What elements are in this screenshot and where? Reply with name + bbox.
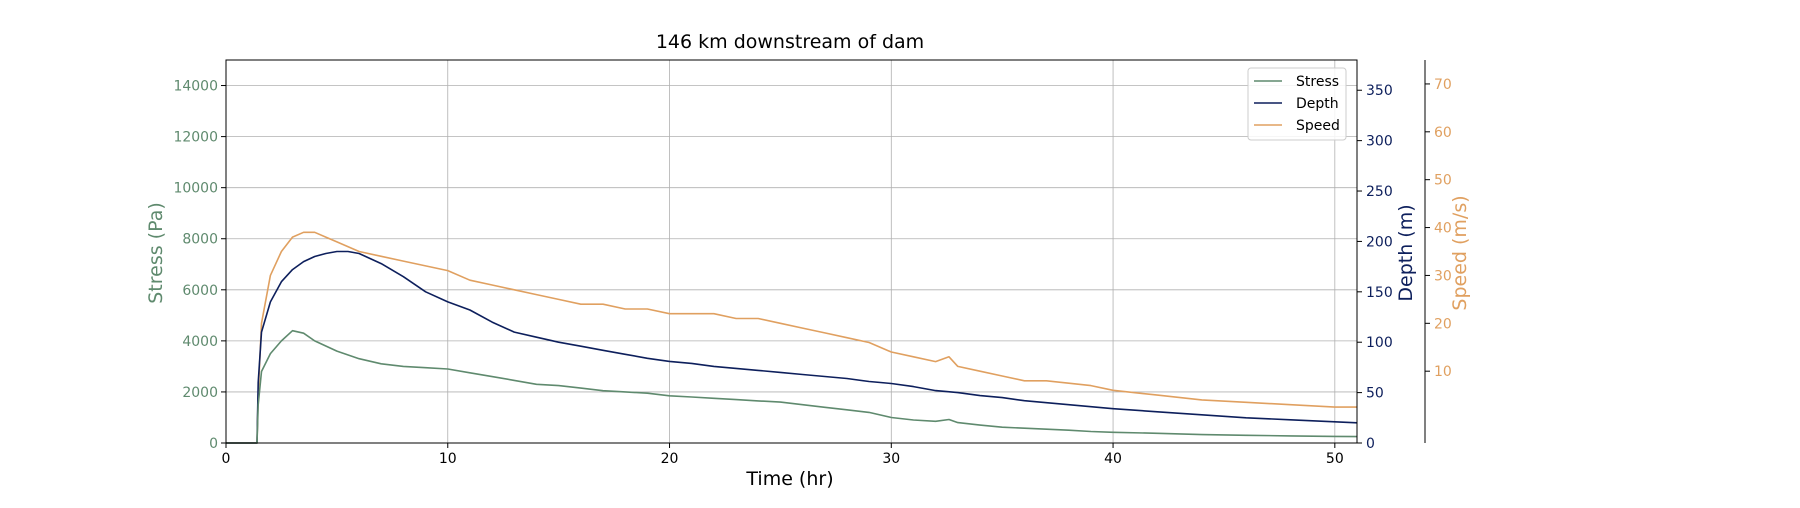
depth-tick-label: 50	[1366, 386, 1384, 402]
stress-tick-label: 14000	[173, 79, 218, 95]
speed-tick-label: 70	[1434, 77, 1452, 93]
axes: 0 10 20 30 40 5002000400060008000100001200014…	[173, 59, 1452, 467]
legend: Stress Depth Speed	[1247, 67, 1347, 141]
legend-box	[1247, 67, 1347, 141]
x-tick-label: 50	[1326, 451, 1344, 467]
depth-tick-label: 100	[1366, 335, 1393, 351]
legend-label-stress: Stress	[1296, 74, 1339, 90]
depth-tick-label: 350	[1366, 83, 1393, 99]
stress-tick-label: 6000	[182, 283, 218, 299]
x-tick-label: 40	[1104, 451, 1122, 467]
x-tick-label: 30	[882, 451, 900, 467]
depth-tick-label: 250	[1366, 184, 1393, 200]
stress-tick-label: 12000	[173, 130, 218, 146]
stress-tick-label: 8000	[182, 232, 218, 248]
x-tick-label: 10	[439, 451, 457, 467]
speed-tick-label: 60	[1434, 125, 1452, 141]
depth-tick-label: 150	[1366, 285, 1393, 301]
stress-axis-title: Stress (Pa)	[145, 202, 167, 304]
stress-tick-label: 4000	[182, 334, 218, 350]
speed-tick-label: 40	[1434, 221, 1452, 237]
series-line-stress	[226, 329, 1358, 444]
x-tick-label: 0	[222, 451, 231, 467]
series-line-depth	[226, 250, 1358, 444]
legend-label-speed: Speed	[1296, 118, 1340, 134]
plot-frame	[225, 59, 1358, 444]
speed-tick-label: 20	[1434, 316, 1452, 332]
x-axis-title: Time (hr)	[745, 468, 833, 490]
depth-tick-label: 0	[1366, 436, 1375, 452]
speed-tick-label: 50	[1434, 173, 1452, 189]
legend-label-depth: Depth	[1296, 96, 1339, 112]
depth-tick-label: 300	[1366, 134, 1393, 150]
speed-tick-label: 10	[1434, 364, 1452, 380]
stress-tick-label: 10000	[173, 181, 218, 197]
depth-axis-title: Depth (m)	[1395, 204, 1417, 301]
grid	[225, 60, 1357, 444]
speed-tick-label: 30	[1434, 268, 1452, 284]
depth-tick-label: 200	[1366, 234, 1393, 250]
stress-tick-label: 0	[209, 436, 218, 452]
series-line-speed	[226, 231, 1357, 444]
x-tick-label: 20	[661, 451, 679, 467]
chart-title: 146 km downstream of dam	[656, 31, 924, 53]
speed-axis-title: Speed (m/s)	[1449, 195, 1471, 310]
stress-tick-label: 2000	[182, 385, 218, 401]
series-layer	[226, 231, 1358, 444]
